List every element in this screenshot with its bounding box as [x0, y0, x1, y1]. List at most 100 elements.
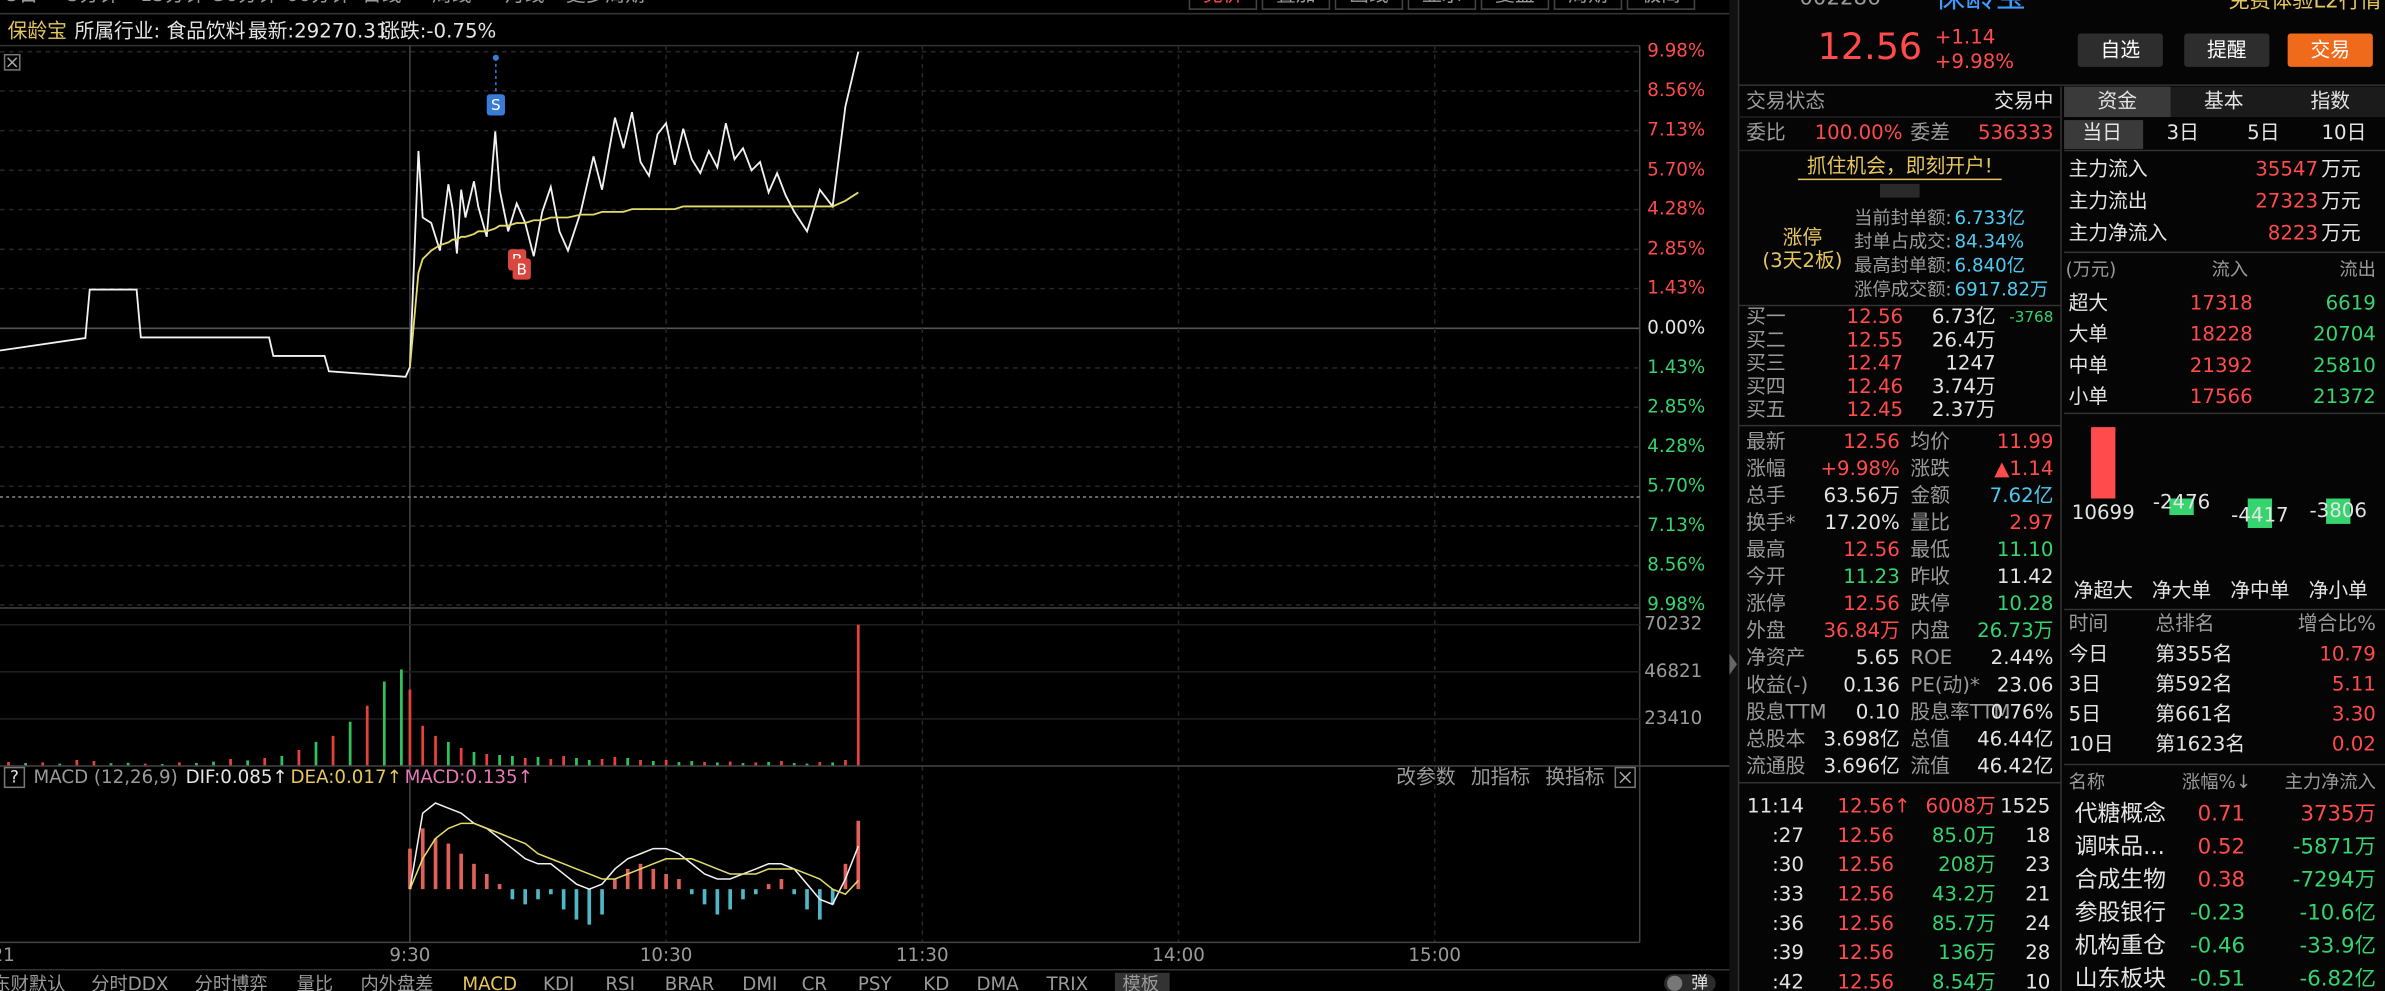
y-tick-label: 7.13%	[1647, 120, 1705, 141]
flow-unit: 万元	[2321, 190, 2361, 213]
rank-ratio: 0.02	[2332, 732, 2376, 755]
period-tab[interactable]: 3日	[2167, 121, 2199, 144]
volume-bar	[246, 760, 250, 767]
fund-bar	[2091, 427, 2116, 499]
rank-ratio: 5.11	[2332, 673, 2376, 696]
fund-bar-label: -4417	[2231, 503, 2288, 526]
stock-name: 保龄宝	[8, 19, 67, 42]
volume-bar	[314, 741, 318, 767]
tool-tab[interactable]: 显示	[1422, 0, 1462, 6]
macd-bar	[433, 838, 438, 890]
stat-value: +9.98%	[1820, 457, 1899, 480]
period-tab[interactable]: 周线	[432, 0, 472, 6]
indicator-tab[interactable]: CR	[802, 974, 828, 991]
macd-dea: DEA:0.017↑	[291, 767, 402, 788]
period-tab[interactable]: 5分钟	[67, 0, 119, 6]
rank-period: 5日	[2069, 702, 2101, 725]
tool-tab[interactable]: 叠加	[1276, 0, 1316, 6]
tool-tab[interactable]: 竞价	[1203, 0, 1243, 6]
indicator-tab[interactable]: MACD	[462, 974, 517, 991]
indicator-button[interactable]: 改参数	[1396, 766, 1456, 789]
indicator-tab[interactable]: 分时博弈	[195, 974, 268, 991]
volume-bar	[280, 755, 284, 767]
trade-price: 12.56	[1837, 883, 1894, 906]
indicator-tab[interactable]: 分时DDX	[91, 974, 168, 991]
indicator-tab[interactable]: TRIX	[1045, 974, 1088, 991]
sector-name[interactable]: 山东板块	[2075, 966, 2166, 991]
period-tab[interactable]: 当日	[2082, 121, 2122, 144]
indicator-tab[interactable]: BRAR	[665, 974, 715, 991]
fund-tab[interactable]: 基本	[2204, 89, 2244, 112]
sector-name[interactable]: 合成生物	[2075, 867, 2166, 893]
toggle-label[interactable]: 弹	[1691, 972, 1708, 991]
period-tab[interactable]: 15分钟	[140, 0, 205, 6]
indicator-tab[interactable]: 量比	[297, 974, 333, 991]
action-button-label[interactable]: 提醒	[2207, 38, 2247, 61]
period-tab[interactable]: 5日	[2247, 121, 2279, 144]
fund-tab[interactable]: 指数	[2310, 89, 2350, 112]
stat-label: 跌停	[1910, 592, 1950, 615]
trade-volume: 85.7万	[1932, 912, 1996, 935]
action-button-label[interactable]: 交易	[2310, 38, 2350, 61]
y-tick-label: 1.43%	[1647, 357, 1705, 378]
period-tab[interactable]: 60分钟	[286, 0, 351, 6]
indicator-tab[interactable]: DMA	[977, 974, 1020, 991]
indicator-tab[interactable]: KD	[923, 974, 949, 991]
volume-bar	[263, 757, 267, 767]
trade-time: :42	[1772, 971, 1804, 991]
y-tick-label: 4.28%	[1647, 199, 1705, 220]
period-tab[interactable]: 30分钟	[213, 0, 278, 6]
indicator-tab[interactable]: DMI	[742, 974, 777, 991]
sector-name[interactable]: 机构重仓	[2075, 933, 2166, 959]
period-tab[interactable]: 月线	[505, 0, 545, 6]
open-account-link[interactable]: 抓住机会，即刻开户!	[1807, 155, 1993, 178]
indicator-tab[interactable]: 东财默认	[0, 974, 65, 991]
stat-label: 量比	[1910, 511, 1950, 534]
indicator-tab[interactable]: PSY	[858, 974, 893, 991]
macd-bar	[446, 843, 451, 890]
volume-bar	[831, 762, 835, 767]
tool-tab[interactable]: 复盘	[1495, 0, 1535, 6]
trade-time: :33	[1772, 883, 1804, 906]
book-level: 买二	[1746, 328, 1786, 351]
volume-bar	[728, 761, 732, 767]
macd-bar	[497, 884, 502, 890]
stat-label: 股息TTM	[1746, 700, 1826, 723]
tool-tab[interactable]: 极简	[1641, 0, 1681, 6]
trade-volume: 8.54万	[1932, 971, 1996, 991]
indicator-tab[interactable]: 模板	[1123, 974, 1159, 991]
stat-label: 昨收	[1910, 565, 1950, 588]
action-button-label[interactable]: 自选	[2101, 38, 2141, 61]
volume-bar	[434, 735, 437, 767]
period-tab[interactable]: 5日	[6, 0, 38, 6]
period-tab[interactable]: 10日	[2321, 121, 2366, 144]
indicator-tab[interactable]: 内外盘差	[360, 974, 433, 991]
period-tab[interactable]: 更多周期	[566, 0, 645, 6]
sector-name[interactable]: 代糖概念	[2075, 801, 2166, 827]
y-tick-label: 46821	[1644, 661, 1702, 682]
macd-bar	[600, 889, 604, 915]
limit-up-value: 84.34%	[1955, 232, 2025, 253]
indicator-button[interactable]: 加指标	[1471, 766, 1530, 789]
stat-label: 涨幅	[1746, 457, 1786, 480]
indicator-tab[interactable]: RSI	[605, 974, 635, 991]
book-level: 买一	[1746, 305, 1786, 328]
promo-link[interactable]: 免费体验L2行情	[2228, 0, 2381, 14]
y-tick-label: 23410	[1644, 708, 1702, 729]
volume-bar	[195, 763, 198, 767]
indicator-button[interactable]: 换指标	[1545, 766, 1604, 789]
flow-header: 流入	[2212, 260, 2248, 281]
flow-type: 中单	[2069, 354, 2109, 377]
volume-bar	[754, 762, 758, 767]
period-tab[interactable]: 日线	[362, 0, 402, 6]
fund-tab[interactable]: 资金	[2098, 89, 2138, 112]
rank-position: 第1623名	[2155, 732, 2245, 755]
help-box	[3, 766, 26, 789]
tool-tab[interactable]: 周期	[1568, 0, 1608, 6]
volume-bar	[400, 669, 403, 767]
sector-name[interactable]: 参股银行	[2075, 900, 2166, 926]
sector-name[interactable]: 调味品...	[2075, 834, 2165, 860]
action-button	[2287, 33, 2373, 67]
tool-tab[interactable]: 画线	[1349, 0, 1389, 6]
indicator-tab[interactable]: KDJ	[543, 974, 574, 991]
